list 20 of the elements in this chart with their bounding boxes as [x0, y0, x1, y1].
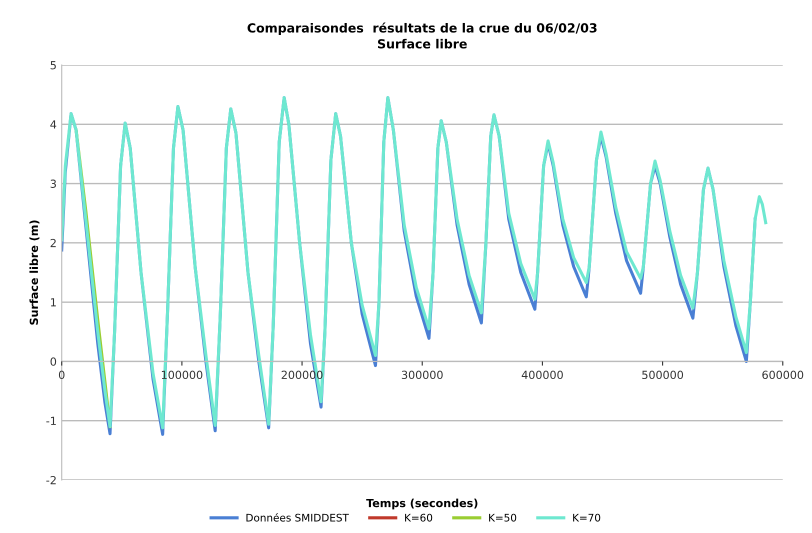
y-tick-label: 3: [50, 180, 56, 188]
legend-label: Données SMIDDEST: [246, 513, 349, 522]
chart-title: Comparaisondes résultats de la crue du 06/02/03 Surface libre: [248, 22, 597, 49]
legend-label: K=50: [489, 514, 516, 522]
legend-label: K=70: [573, 514, 600, 522]
y-axis-title: Surface libre (m): [29, 220, 40, 325]
y-tick-label: -2: [46, 476, 56, 484]
x-axis-title: Temps (secondes): [366, 498, 478, 510]
y-tick-label: 2: [50, 238, 56, 248]
y-tick-label: 0: [50, 357, 56, 366]
y-tick-label: 1: [51, 298, 56, 306]
x-tick-label: 600000: [762, 370, 804, 380]
y-tick-label: 5: [50, 61, 56, 70]
x-tick-label: 0: [58, 370, 65, 380]
x-tick-label: 500000: [642, 370, 684, 380]
legend-label: K=60: [405, 514, 432, 522]
y-tick-label: 4: [50, 120, 56, 129]
y-tick-label: -1: [46, 416, 56, 425]
x-tick-label: 400000: [522, 370, 563, 380]
x-tick-label: 300000: [402, 370, 443, 380]
